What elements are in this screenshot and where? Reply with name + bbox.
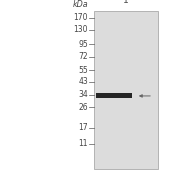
- Bar: [96, 93, 132, 98]
- Text: kDa: kDa: [73, 0, 88, 9]
- Text: 1: 1: [123, 0, 129, 5]
- Text: 95: 95: [78, 40, 88, 49]
- Text: 17: 17: [79, 123, 88, 132]
- Text: 130: 130: [74, 25, 88, 34]
- Text: 11: 11: [79, 140, 88, 148]
- Text: 26: 26: [79, 103, 88, 112]
- Text: 43: 43: [78, 77, 88, 86]
- Text: 170: 170: [74, 14, 88, 22]
- Text: 72: 72: [79, 52, 88, 61]
- Text: 34: 34: [78, 90, 88, 99]
- Text: 55: 55: [78, 66, 88, 75]
- Bar: [94, 11, 158, 169]
